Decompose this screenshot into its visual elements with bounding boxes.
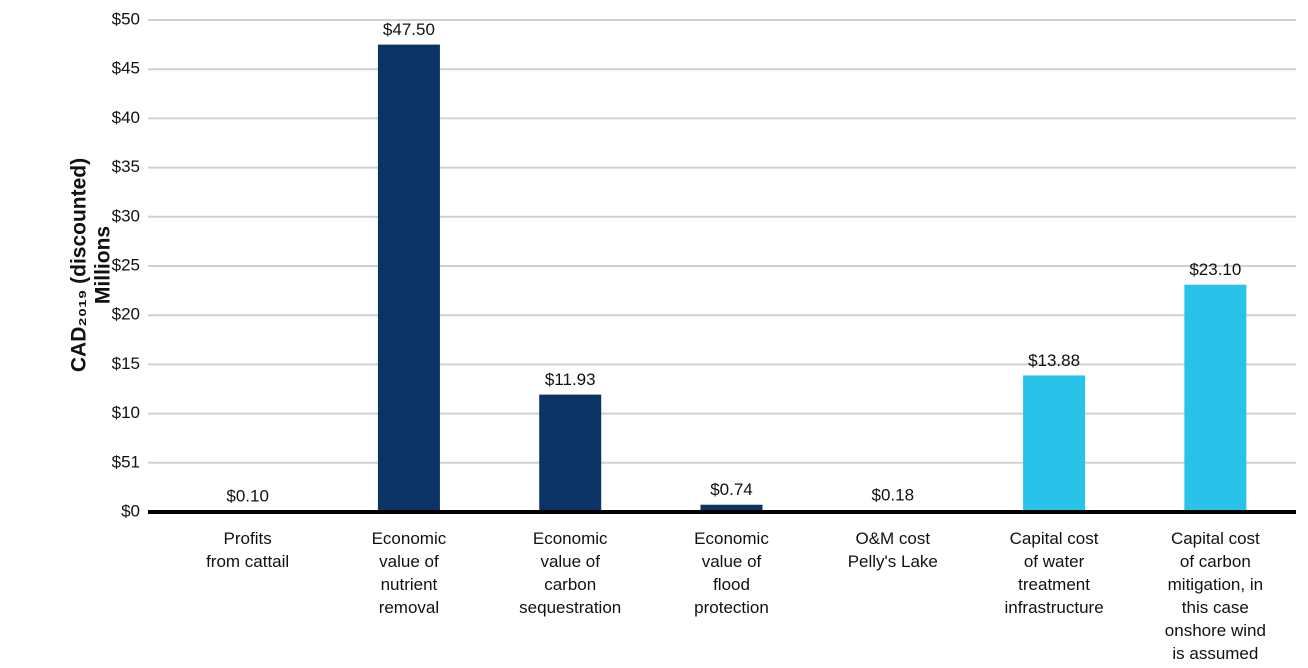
x-tick-label: Economic value of carbon sequestration: [519, 529, 621, 617]
value-label: $13.88: [1028, 351, 1080, 370]
bar: [1184, 284, 1247, 512]
x-tick-label: O&M cost Pelly's Lake: [848, 529, 938, 571]
x-tick-label: Economic value of flood protection: [694, 529, 769, 617]
x-tick-label: Capital cost of carbon mitigation, in this …: [1165, 529, 1266, 663]
x-tick-label: Capital cost of water treatment infrastruct…: [1004, 529, 1103, 617]
y-tick-label: $30: [112, 206, 140, 225]
bar: [700, 504, 763, 512]
y-tick-label: $35: [112, 157, 140, 176]
bar: [377, 44, 440, 512]
x-tick-label: Profits from cattail: [206, 529, 289, 571]
y-tick-label: $45: [112, 59, 140, 78]
value-label: $23.10: [1189, 260, 1241, 279]
value-label: $11.93: [545, 370, 596, 389]
y-tick-label: $15: [112, 354, 140, 373]
value-label: $0.10: [226, 487, 269, 506]
value-label: $0.74: [710, 480, 753, 499]
y-tick-label: $25: [112, 255, 140, 274]
bar: [539, 394, 602, 512]
value-label: $47.50: [383, 20, 435, 39]
bar: [1023, 375, 1086, 512]
y-axis-label: CAD₂₀₁₉ (discounted): [68, 158, 91, 372]
y-tick-label: $0: [121, 501, 140, 520]
y-tick-label: $40: [112, 108, 140, 127]
x-tick-label: Economic value of nutrient removal: [372, 529, 447, 617]
y-tick-label: $10: [112, 403, 140, 422]
y-tick-label: $20: [112, 305, 140, 324]
y-axis-label: Millions: [92, 226, 115, 304]
value-label: $0.18: [872, 486, 915, 505]
y-tick-label: $50: [112, 9, 140, 28]
y-tick-label: $51: [112, 452, 140, 471]
